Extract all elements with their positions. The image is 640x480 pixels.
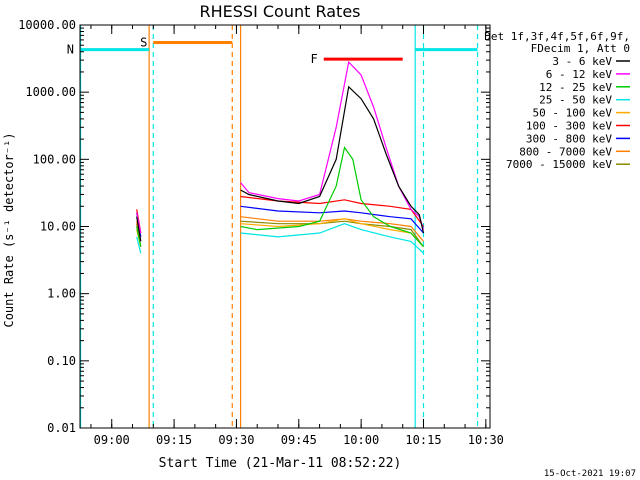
series-line-2-seg-0 (136, 226, 142, 247)
series-line-0-seg-1 (240, 85, 425, 234)
series-line-3-seg-1 (240, 223, 424, 254)
legend-header-line-1: Det 1f,3f,4f,5f,6f,9f, (484, 30, 630, 43)
x-tick-label: 09:15 (156, 433, 192, 447)
x-tick-label: 10:15 (405, 433, 441, 447)
legend-entry-7: 800 - 7000 keV (519, 145, 612, 158)
legend-entry-6: 300 - 800 keV (526, 132, 612, 145)
x-tick-label: 10:00 (343, 433, 379, 447)
series-line-3-seg-0 (136, 236, 142, 254)
state-bars: S N F (67, 35, 478, 66)
legend-entry-2: 12 - 25 keV (539, 81, 612, 94)
y-tick-label: 100.00 (33, 152, 76, 166)
legend-entry-3: 25 - 50 keV (539, 94, 612, 107)
state-bar-label-3: F (310, 52, 317, 66)
series-line-1-seg-0 (136, 212, 142, 234)
legend-header-line-2: FDecim 1, Att 0 (531, 42, 630, 55)
x-tick-label: 10:30 (468, 433, 504, 447)
legend-entry-1: 6 - 12 keV (546, 68, 613, 81)
series-lines (136, 60, 425, 254)
series-line-6-seg-1 (240, 205, 424, 234)
y-tick-label: 1.00 (47, 287, 76, 301)
series-line-8-seg-1 (240, 220, 424, 248)
y-tick-label: 1000.00 (25, 85, 76, 99)
chart-title: RHESSI Count Rates (200, 2, 361, 21)
svg-text:Count Rate (s⁻¹ detector⁻¹): Count Rate (s⁻¹ detector⁻¹) (2, 132, 16, 327)
y-tick-label: 0.10 (47, 354, 76, 368)
y-tick-label: 10.00 (40, 220, 76, 234)
x-axis-label: Start Time (21-Mar-11 08:52:22) (159, 456, 402, 471)
legend-entry-0: 3 - 6 keV (552, 55, 612, 68)
plot-timestamp: 15-Oct-2021 19:07 (544, 469, 636, 479)
series-line-1-seg-1 (240, 60, 425, 230)
y-axis-label: Count Rate (s⁻¹ detector⁻¹) (2, 132, 16, 327)
legend-entry-5: 100 - 300 keV (526, 120, 612, 133)
axes: 0.01 0.10 1.00 10.00 100.00 1000.00 10000.00 09… (18, 18, 504, 447)
legend-entry-8: 7000 - 15000 keV (506, 158, 612, 171)
state-bar-label-0: S (140, 35, 147, 49)
legend-entry-4: 50 - 100 keV (533, 107, 613, 120)
x-tick-label: 09:30 (218, 433, 254, 447)
state-bar-label-1: N (67, 43, 74, 57)
series-line-0-seg-0 (136, 216, 142, 242)
x-tick-label: 09:45 (281, 433, 317, 447)
x-tick-label: 09:00 (94, 433, 130, 447)
series-line-2-seg-1 (240, 146, 424, 248)
series-line-7-seg-1 (240, 216, 424, 242)
y-tick-label: 10000.00 (18, 18, 76, 32)
y-tick-label: 0.01 (47, 421, 76, 435)
